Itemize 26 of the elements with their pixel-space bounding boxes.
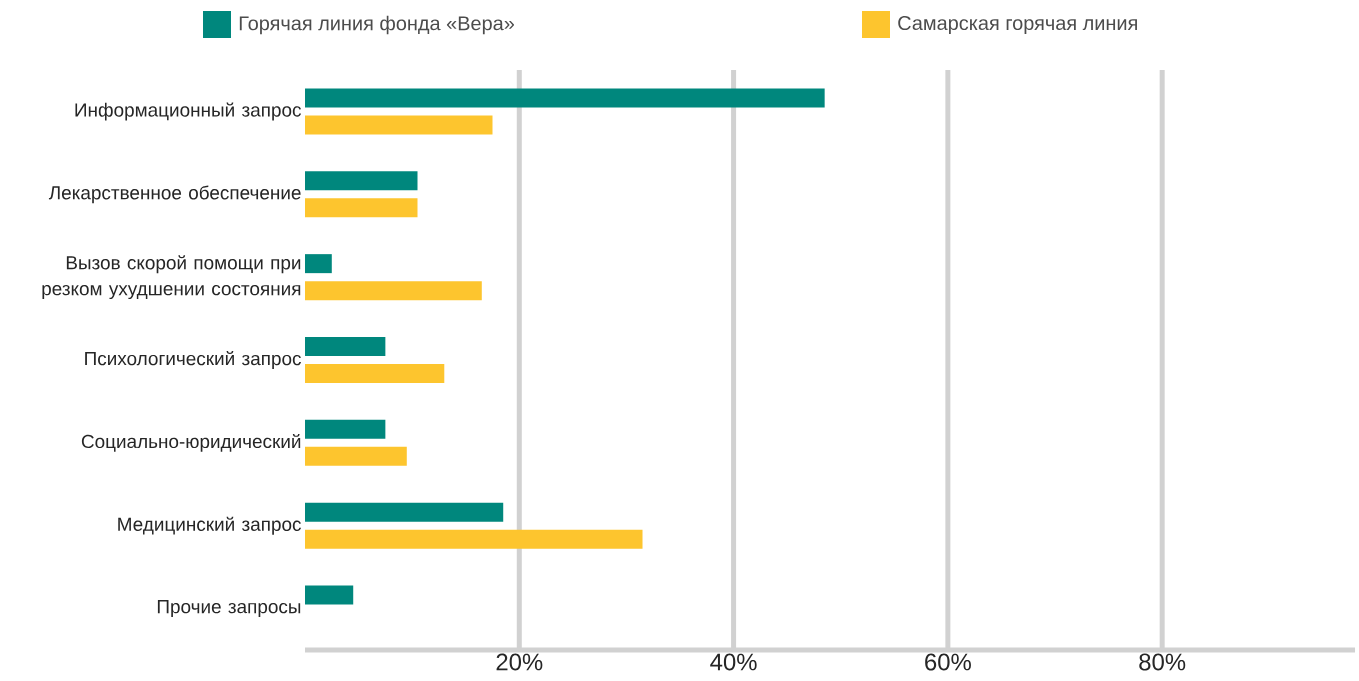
y-tick-label: Вызов скорой помощи при резком ухудшении состояния	[42, 255, 301, 300]
bar	[305, 171, 418, 191]
legend-label: Горячая линия фонда «Вера»	[239, 15, 514, 35]
y-tick-label: Психологический запрос	[85, 351, 301, 369]
bar	[305, 585, 354, 605]
y-tick-label: Медицинский запрос	[118, 516, 301, 535]
bar	[305, 254, 332, 274]
x-tick-label: 60%	[925, 653, 971, 671]
bar	[305, 529, 643, 549]
bar	[305, 502, 504, 522]
bar	[305, 115, 493, 135]
legend-label: Самарская горячая линия	[898, 15, 1137, 35]
y-tick-label: Прочие запросы	[157, 600, 301, 618]
x-tick-label: 40%	[710, 653, 757, 671]
bar	[305, 281, 482, 301]
bar	[305, 446, 407, 466]
x-tick-label: 80%	[1139, 653, 1186, 671]
bar	[305, 364, 445, 384]
bar	[305, 198, 418, 218]
y-tick-label: Социально-юридический	[81, 433, 301, 452]
x-tick-label: 20%	[496, 653, 543, 671]
bar	[305, 88, 825, 108]
bar	[305, 337, 386, 357]
y-tick-label: Лекарственное обеспечение	[48, 185, 301, 204]
bar	[305, 419, 386, 439]
y-tick-label: Информационный запрос	[75, 102, 301, 121]
